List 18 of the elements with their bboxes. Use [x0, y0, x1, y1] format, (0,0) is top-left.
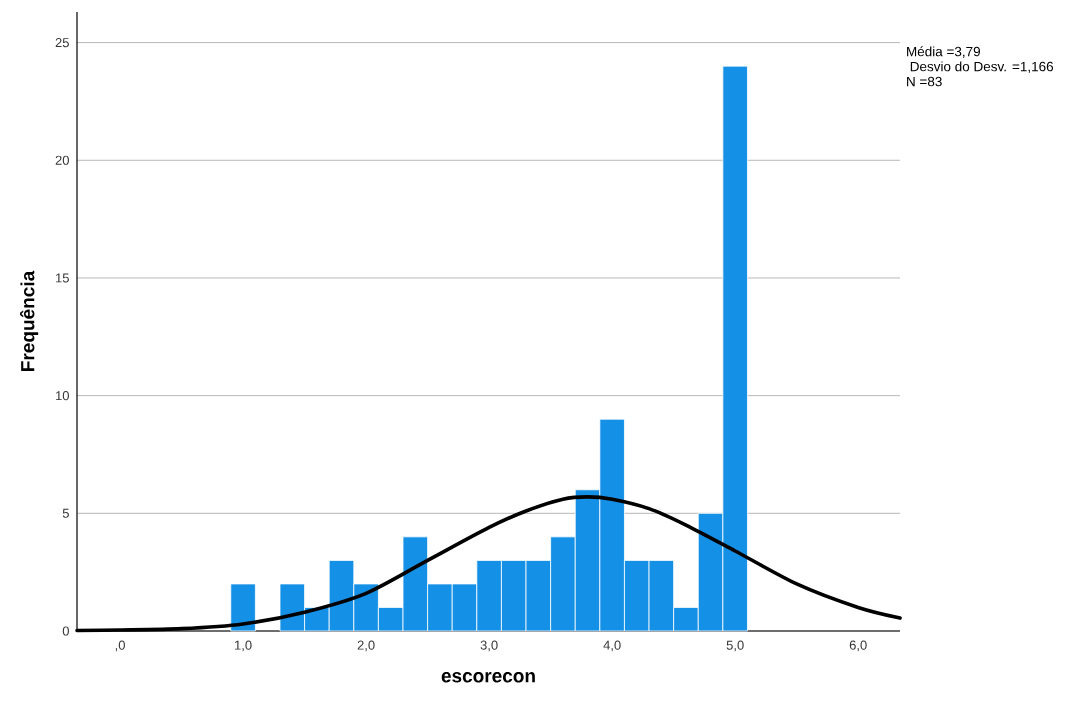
text: Desvio do Desv. =1,166: [910, 61, 1054, 73]
x-tick-label: 6,0: [849, 640, 867, 652]
y-axis-title: Frequência: [20, 270, 39, 371]
y-tick-label: 5: [62, 508, 69, 518]
y-tick-label: 20: [55, 155, 69, 165]
x-tick-label: 3,0: [480, 640, 498, 652]
text: Média =3,79: [907, 46, 980, 58]
x-tick-label: 4,0: [603, 640, 621, 652]
x-tick-label: 2,0: [357, 640, 375, 652]
x-axis-title: escorecon: [441, 672, 535, 683]
y-tick-label: 15: [56, 273, 69, 283]
text: N =83: [907, 76, 942, 87]
x-tick-label: 5,0: [726, 640, 744, 652]
y-tick-label: 0: [62, 626, 69, 636]
y-tick-label: 25: [55, 37, 69, 48]
x-tick-label: 1,0: [235, 640, 252, 652]
x-tick-label: ,0: [115, 640, 125, 652]
y-tick-label: 10: [56, 391, 69, 401]
